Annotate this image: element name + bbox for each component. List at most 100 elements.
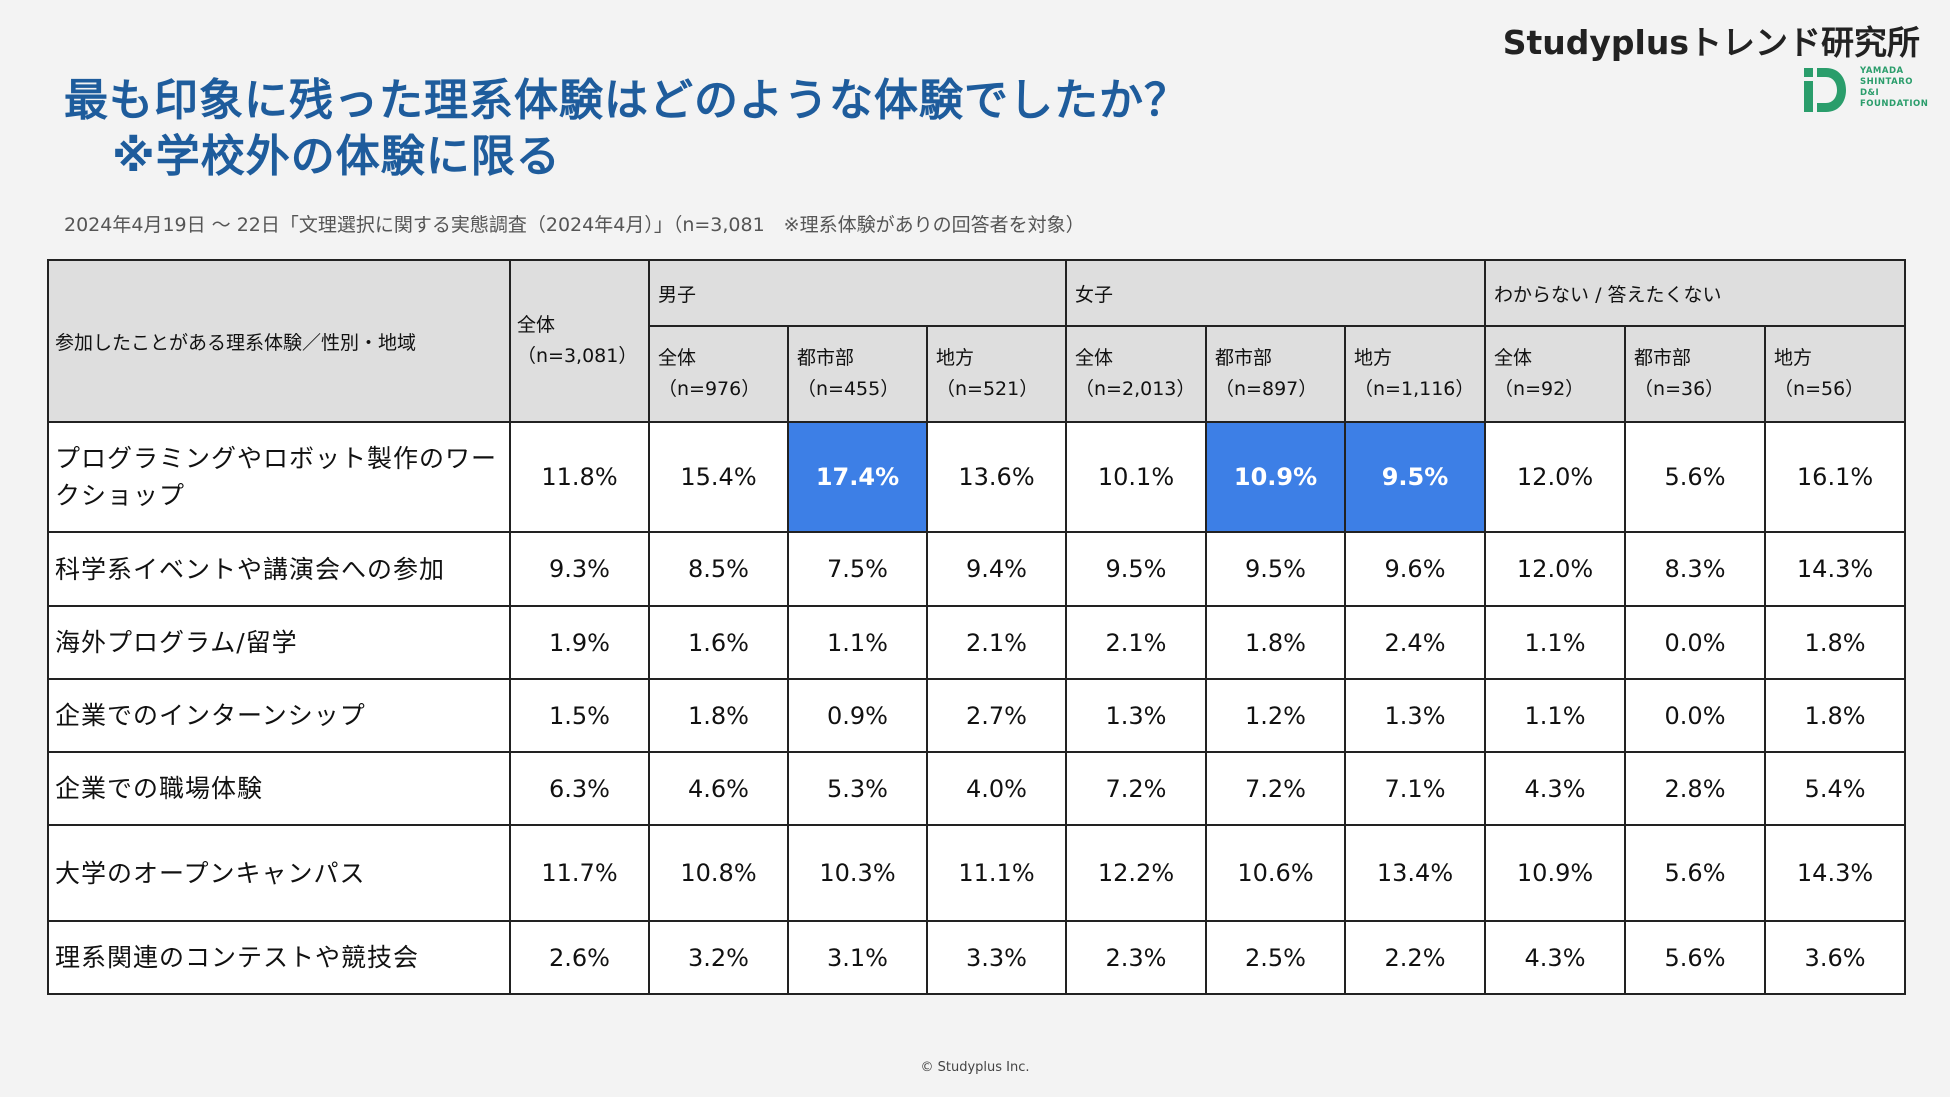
table-cell: 1.2% <box>1205 678 1347 753</box>
table-cell: 12.0% <box>1484 531 1627 607</box>
table-cell: 10.9% <box>1484 824 1627 922</box>
header-label: 都市部 <box>797 347 855 369</box>
table-cell: 1.5% <box>509 678 650 753</box>
table-cell: 15.4% <box>648 421 789 533</box>
id-logo-icon <box>1804 68 1846 112</box>
row-label: 理系関連のコンテストや競技会 <box>47 920 511 995</box>
table-cell: 16.1% <box>1764 421 1907 533</box>
header-overall: 全体 （n=3,081） <box>509 259 650 423</box>
row-label: 海外プログラム/留学 <box>47 605 511 680</box>
table-cell: 9.3% <box>509 531 650 607</box>
table-cell: 13.6% <box>925 421 1068 533</box>
table-cell: 10.6% <box>1205 824 1347 922</box>
table-cell: 7.1% <box>1344 751 1487 826</box>
table-cell: 4.3% <box>1484 751 1627 826</box>
table-cell: 10.8% <box>648 824 789 922</box>
table-cell: 7.2% <box>1205 751 1347 826</box>
table-cell: 4.0% <box>925 751 1068 826</box>
wordmark-line: FOUNDATION <box>1860 99 1929 109</box>
subheader: 都市部 （n=897） <box>1205 325 1347 423</box>
table-cell: 10.3% <box>787 824 928 922</box>
header-label: 都市部 <box>1215 347 1273 369</box>
row-label: 科学系イベントや講演会への参加 <box>47 531 511 607</box>
header-label: 全体 <box>1075 347 1114 369</box>
table-cell: 5.6% <box>1624 421 1767 533</box>
table-cell: 2.1% <box>1065 605 1208 680</box>
table-cell: 1.3% <box>1065 678 1208 753</box>
header-n: （n=2,013） <box>1075 378 1196 400</box>
subheader: 地方 （n=521） <box>925 325 1068 423</box>
results-table: 参加したことがある理系体験／性別・地域 全体 （n=3,081） 男子 女子 わ… <box>47 259 1907 995</box>
table-cell: 5.4% <box>1764 751 1907 826</box>
subheader: 都市部 （n=36） <box>1624 325 1767 423</box>
header-n: （n=36） <box>1634 378 1725 400</box>
table-row: 企業での職場体験 6.3% 4.6% 5.3% 4.0% 7.2% 7.2% 7.1% 4.3%… <box>47 751 1907 826</box>
group-header-unknown: わからない / 答えたくない <box>1484 259 1907 327</box>
table-body: プログラミングやロボット製作のワークショップ 11.8% 15.4% 17.4% 13.… <box>47 421 1907 995</box>
foundation-logo: YAMADA SHINTARO D&I FOUNDATION <box>1802 64 1942 116</box>
table-cell: 10.1% <box>1065 421 1208 533</box>
table-cell: 9.5% <box>1065 531 1208 607</box>
table-cell: 2.6% <box>509 920 650 995</box>
table-cell: 2.5% <box>1205 920 1347 995</box>
table-cell: 1.6% <box>648 605 789 680</box>
header-label: 全体 <box>1494 347 1533 369</box>
subheader: 都市部 （n=455） <box>787 325 928 423</box>
header-label: 地方 <box>1354 347 1393 369</box>
header-n: （n=3,081） <box>517 345 638 367</box>
foundation-wordmark: YAMADA SHINTARO D&I FOUNDATION <box>1860 66 1928 110</box>
table-cell: 11.7% <box>509 824 650 922</box>
table-cell: 1.8% <box>1764 678 1907 753</box>
table-cell: 2.3% <box>1065 920 1208 995</box>
table-cell: 3.3% <box>925 920 1068 995</box>
subheader: 地方 （n=1,116） <box>1344 325 1487 423</box>
table-cell: 2.2% <box>1344 920 1487 995</box>
header-n: （n=56） <box>1774 378 1865 400</box>
page-title-line1: 最も印象に残った理系体験はどのような体験でしたか？ <box>64 75 1189 126</box>
table-cell: 3.1% <box>787 920 928 995</box>
corner-header: 参加したことがある理系体験／性別・地域 <box>47 259 511 423</box>
header-label: 全体 <box>658 347 697 369</box>
table-cell: 1.1% <box>1484 605 1627 680</box>
subheader: 全体 （n=976） <box>648 325 789 423</box>
table-cell: 1.8% <box>1205 605 1347 680</box>
table-cell: 17.4% <box>787 421 928 533</box>
table-cell: 7.2% <box>1065 751 1208 826</box>
table-cell: 4.3% <box>1484 920 1627 995</box>
table-cell: 9.5% <box>1344 421 1487 533</box>
table-cell: 8.5% <box>648 531 789 607</box>
table-cell: 3.2% <box>648 920 789 995</box>
group-header-female: 女子 <box>1065 259 1487 327</box>
header-n: （n=976） <box>658 378 761 400</box>
header-label: 地方 <box>1774 347 1813 369</box>
table-cell: 3.6% <box>1764 920 1907 995</box>
header-label: 都市部 <box>1634 347 1692 369</box>
table-cell: 9.6% <box>1344 531 1487 607</box>
table-cell: 2.8% <box>1624 751 1767 826</box>
row-label: 大学のオープンキャンパス <box>47 824 511 922</box>
table-cell: 14.3% <box>1764 824 1907 922</box>
header-label: 全体 <box>517 314 556 336</box>
table-cell: 0.9% <box>787 678 928 753</box>
table-row: 理系関連のコンテストや競技会 2.6% 3.2% 3.1% 3.3% 2.3% 2.5% 2.… <box>47 920 1907 995</box>
row-label: プログラミングやロボット製作のワークショップ <box>47 421 511 533</box>
table-cell: 2.4% <box>1344 605 1487 680</box>
header-n: （n=92） <box>1494 378 1585 400</box>
table-row: プログラミングやロボット製作のワークショップ 11.8% 15.4% 17.4% 13.… <box>47 421 1907 533</box>
table-cell: 12.0% <box>1484 421 1627 533</box>
wordmark-line: SHINTARO <box>1860 77 1913 87</box>
table-cell: 2.7% <box>925 678 1068 753</box>
wordmark-line: YAMADA <box>1860 66 1904 76</box>
table-cell: 5.3% <box>787 751 928 826</box>
brand-name: Studyplusトレンド研究所 <box>1502 23 1920 62</box>
row-label: 企業でのインターンシップ <box>47 678 511 753</box>
table-cell: 13.4% <box>1344 824 1487 922</box>
table-cell: 7.5% <box>787 531 928 607</box>
table-row: 大学のオープンキャンパス 11.7% 10.8% 10.3% 11.1% 12.2% 10.… <box>47 824 1907 922</box>
row-label: 企業での職場体験 <box>47 751 511 826</box>
table-cell: 10.9% <box>1205 421 1347 533</box>
table-row: 企業でのインターンシップ 1.5% 1.8% 0.9% 2.7% 1.3% 1.2% 1.3%… <box>47 678 1907 753</box>
page-title-line2: ※学校外の体験に限る <box>112 131 561 182</box>
table-cell: 11.1% <box>925 824 1068 922</box>
table-cell: 4.6% <box>648 751 789 826</box>
